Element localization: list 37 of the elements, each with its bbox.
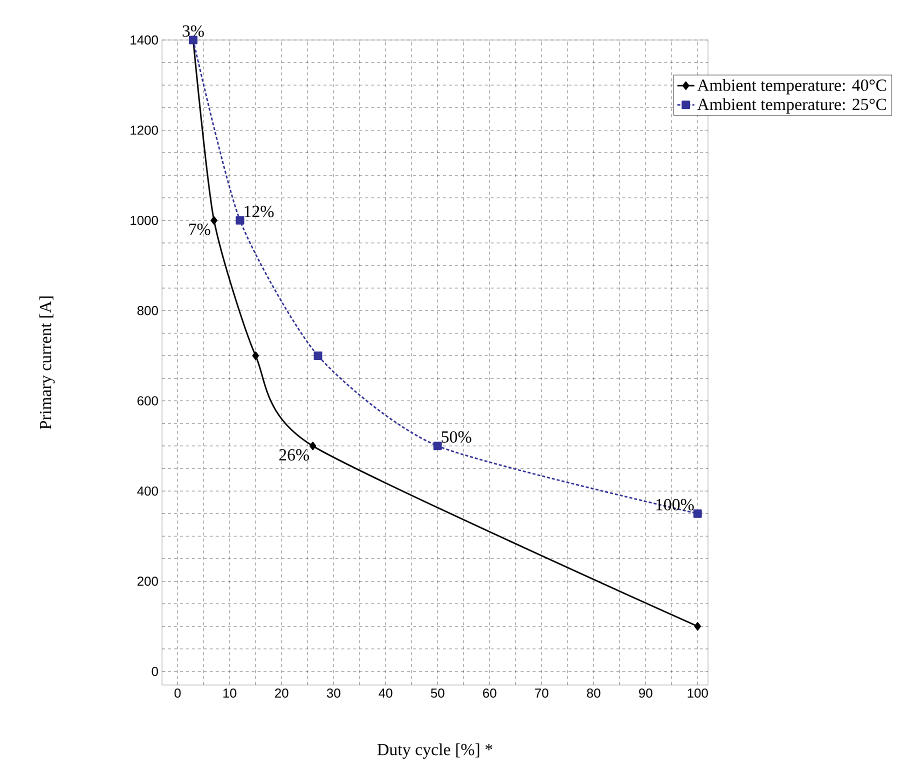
x-tick-label: 30 (326, 688, 340, 698)
y-tick-label: 800 (137, 306, 158, 316)
x-tick-label: 60 (483, 688, 496, 698)
y-tick-label: 1200 (130, 126, 158, 135)
annotation: 12% (244, 206, 274, 218)
x-axis-title: Duty cycle [%] * (377, 743, 492, 759)
y-tick-label: 0 (152, 666, 158, 676)
x-tick-label: 10 (223, 688, 236, 698)
point (236, 216, 244, 225)
legend-label: Ambient temperature: 40°C (697, 79, 886, 94)
y-tick-label: 1400 (130, 35, 158, 45)
point (314, 351, 322, 360)
y-tick-label: 600 (138, 396, 158, 406)
annotation: 3% (182, 25, 204, 37)
x-tick-label: 70 (535, 688, 548, 698)
point (694, 622, 701, 631)
annotation: 7% (189, 224, 210, 236)
y-tick-label: 200 (138, 576, 158, 586)
point (309, 442, 316, 450)
annotation: 50% (442, 431, 472, 443)
point (693, 509, 702, 518)
x-tick-label: 80 (586, 688, 600, 698)
y-axis-title: Primary current [A] (39, 296, 55, 430)
x-tick-label: 100 (688, 688, 708, 698)
y-tick-label: 1000 (130, 216, 158, 225)
x-tick-label: 20 (275, 688, 288, 698)
x-tick-label: 0 (174, 688, 181, 698)
annotation: 100% (656, 498, 694, 510)
x-tick-label: 50 (430, 688, 444, 698)
point (433, 442, 442, 450)
x-tick-label: 90 (639, 688, 652, 698)
x-tick-label: 40 (378, 688, 392, 698)
legend-label: Ambient temperature: 25°C (697, 98, 886, 114)
annotation: 26% (279, 449, 310, 461)
y-tick-label: 400 (137, 486, 158, 496)
point (210, 216, 218, 225)
point (252, 351, 259, 360)
